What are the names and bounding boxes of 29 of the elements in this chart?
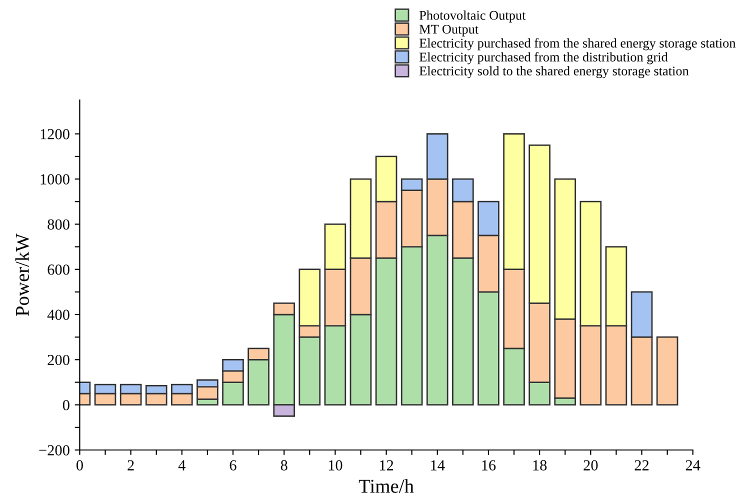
x-tick-label: 14: [431, 460, 445, 470]
legend-label: Electricity purchased from the distribution grid: [419, 52, 668, 64]
x-tick-label: 4: [178, 460, 186, 470]
x-tick-label: 22: [634, 460, 649, 470]
x-tick-label: 8: [280, 460, 288, 470]
y-tick-label: 200: [48, 354, 70, 366]
y-tick-label: 800: [48, 219, 70, 230]
legend-label: Electricity purchased from the shared energy storage station: [419, 38, 736, 50]
y-tick-label: −200: [39, 445, 70, 456]
x-axis-title: Time/h: [358, 479, 414, 493]
x-tick-label: 12: [380, 460, 394, 470]
x-tick-label: 10: [328, 460, 342, 470]
x-tick-label: 0: [76, 460, 83, 470]
bar: [656, 336, 678, 406]
x-tick-label: 2: [128, 460, 134, 470]
y-tick-label: 1200: [40, 129, 70, 140]
x-tick-label: 6: [230, 460, 236, 470]
y-tick-label: 0: [62, 400, 70, 410]
y-axis-title: Power/kW: [15, 233, 30, 316]
legend-label: Photovoltaic Output: [419, 10, 526, 22]
x-tick-label: 20: [584, 460, 598, 470]
y-tick-label: 1000: [40, 174, 70, 184]
y-tick-label: 400: [47, 310, 70, 320]
x-tick-label: 16: [482, 460, 496, 470]
y-tick-label: 600: [48, 264, 70, 275]
legend-label: Electricity sold to the shared energy storage station: [419, 66, 689, 78]
legend-label: MT Output: [419, 24, 479, 36]
x-tick-label: 18: [533, 460, 547, 470]
x-tick-label: 24: [686, 460, 700, 470]
